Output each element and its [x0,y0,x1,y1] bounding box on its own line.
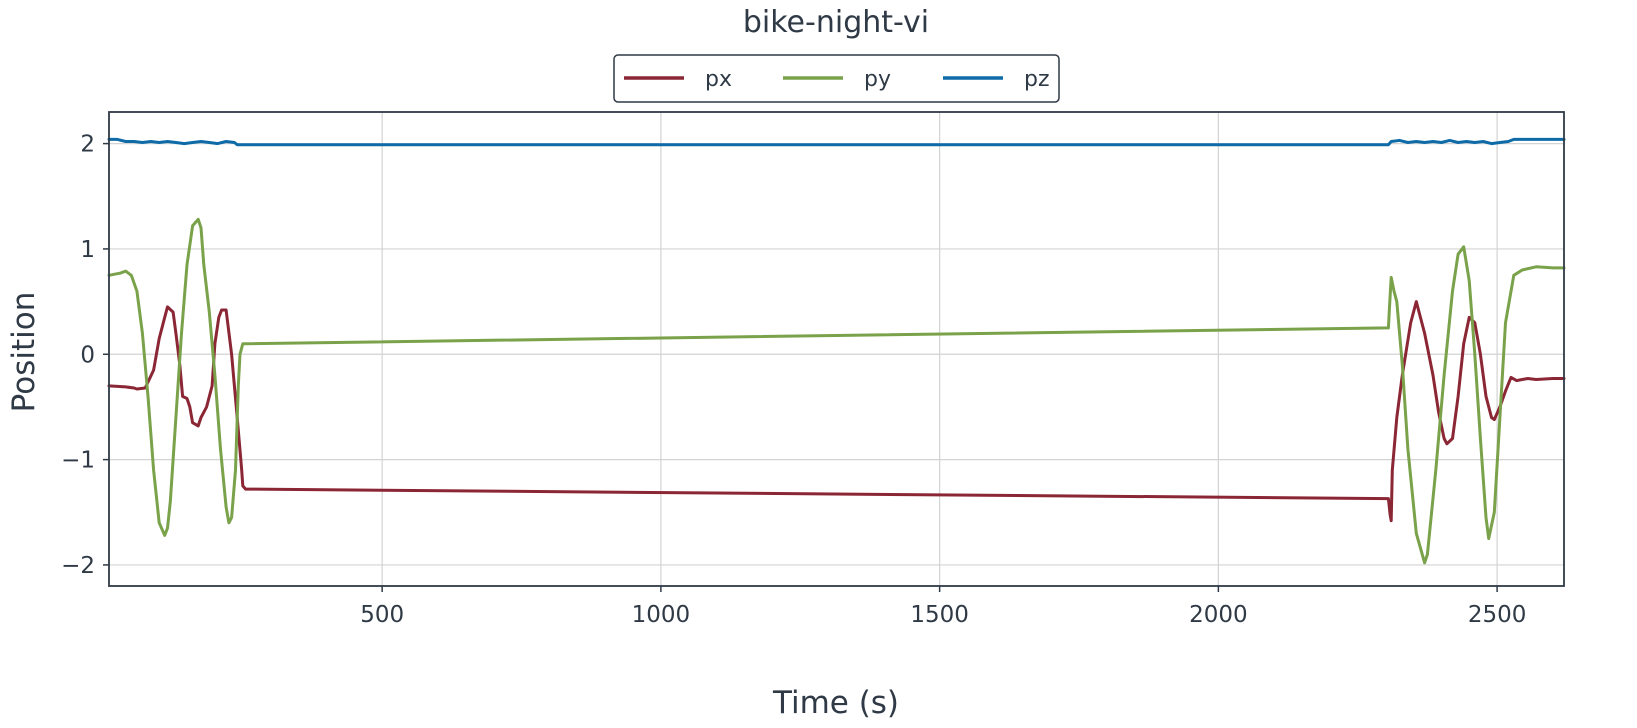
grid [109,112,1564,586]
x-tick-label: 2000 [1189,602,1248,628]
x-tick-label: 500 [360,602,404,628]
x-axis-label: Time (s) [772,685,899,721]
y-tick-label: −1 [61,448,95,474]
plot-frame [108,111,1565,587]
series-line-py [107,217,1566,565]
y-tick-label: −2 [61,553,95,579]
y-axis: −2 −1 0 1 2 [61,132,109,579]
legend-label-py: py [864,67,891,92]
legend: px py pz [613,54,1060,103]
series-lines [107,137,1566,565]
series-line-pz [107,137,1566,147]
legend-label-px: px [705,67,732,92]
chart-title: bike-night-vi [743,5,929,40]
series-line-px [107,300,1566,523]
y-tick-label: 0 [80,342,95,368]
x-tick-label: 2500 [1468,602,1527,628]
x-tick-label: 1500 [910,602,969,628]
y-axis-label: Position [6,292,42,413]
x-axis: 500 1000 1500 2000 2500 [360,586,1526,628]
x-tick-label: 1000 [632,602,691,628]
legend-label-pz: pz [1024,67,1050,92]
y-tick-label: 2 [80,132,95,158]
y-tick-label: 1 [80,237,95,263]
